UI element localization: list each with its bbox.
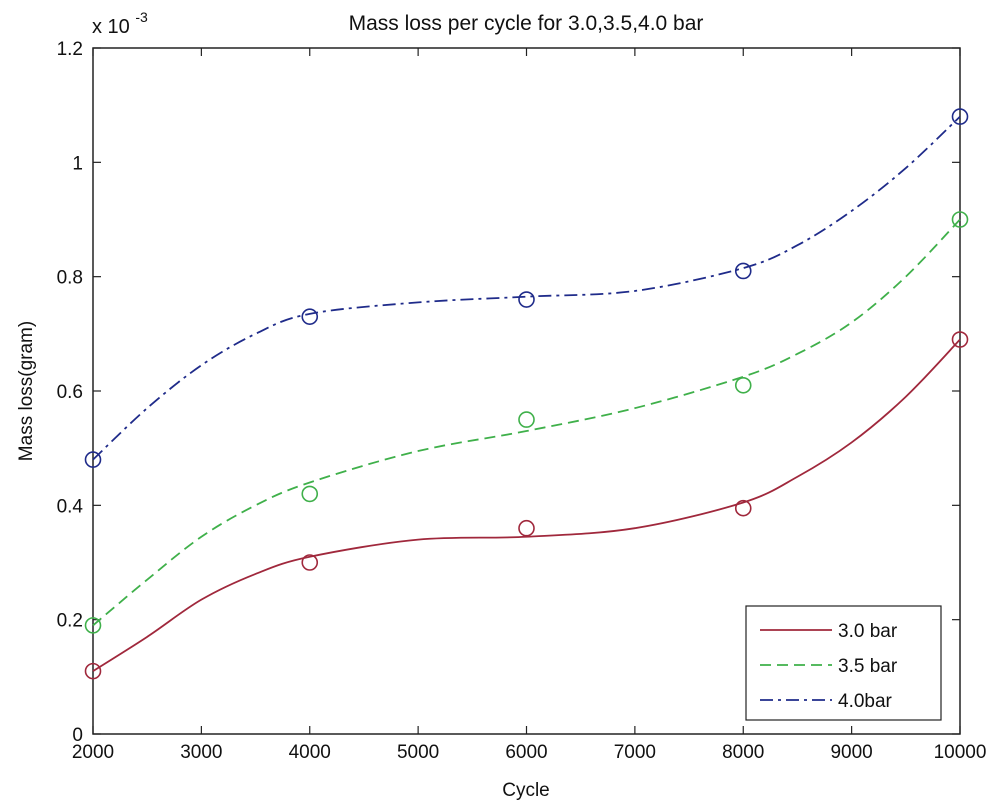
y-axis-label: Mass loss(gram) xyxy=(16,321,37,461)
x-axis-label: Cycle xyxy=(502,780,550,801)
x-tick-label: 6000 xyxy=(505,742,547,763)
y-exponent-base: x 10 xyxy=(92,16,130,38)
data-point xyxy=(951,108,969,125)
series-markers xyxy=(84,108,969,680)
data-point xyxy=(301,554,319,571)
x-tick-label: 10000 xyxy=(934,742,987,763)
y-tick-label: 0.8 xyxy=(57,268,83,289)
data-point xyxy=(518,411,535,428)
x-tick-label: 3000 xyxy=(180,742,222,763)
data-point xyxy=(84,451,102,468)
y-tick-label: 0.2 xyxy=(57,611,83,632)
data-point xyxy=(734,262,752,280)
data-point xyxy=(734,376,752,394)
series-line xyxy=(92,338,961,672)
data-point xyxy=(951,331,969,348)
data-point xyxy=(84,617,102,634)
y-tick-label: 0.6 xyxy=(57,382,83,403)
data-point xyxy=(84,662,102,680)
legend-label: 3.5 bar xyxy=(838,656,898,677)
legend-label: 4.0bar xyxy=(838,691,893,712)
series-fit-lines xyxy=(92,115,961,672)
data-point xyxy=(301,308,319,325)
data-point xyxy=(951,211,969,228)
legend-box xyxy=(745,605,942,721)
y-tick-label: 0 xyxy=(72,725,83,746)
y-tick-label: 0.4 xyxy=(57,496,84,517)
data-point xyxy=(734,499,752,517)
y-exponent-label: x 10 -3 xyxy=(92,9,148,38)
series-line xyxy=(92,218,961,627)
legend-label: 3.0 bar xyxy=(838,621,898,642)
x-tick-label: 8000 xyxy=(722,742,764,763)
x-tick-label: 4000 xyxy=(289,742,331,763)
x-tick-label: 2000 xyxy=(72,742,114,763)
data-point xyxy=(301,485,319,503)
data-point xyxy=(518,519,535,537)
x-tick-label: 7000 xyxy=(614,742,656,763)
series-line xyxy=(92,115,961,461)
axis-ticks: 2000 3000 4000 5000 6000 7000 8000 9000 10000 0 0.… xyxy=(57,39,987,763)
x-tick-label: 9000 xyxy=(830,742,872,763)
y-tick-label: 1.2 xyxy=(57,39,83,60)
y-tick-label: 1 xyxy=(72,153,83,174)
legend: 3.0 bar 3.5 bar 4.0bar xyxy=(745,605,942,721)
chart-title: Mass loss per cycle for 3.0,3.5,4.0 bar xyxy=(349,12,704,35)
y-exponent-power: -3 xyxy=(135,9,148,25)
x-tick-label: 5000 xyxy=(397,742,439,763)
data-point xyxy=(518,291,535,308)
